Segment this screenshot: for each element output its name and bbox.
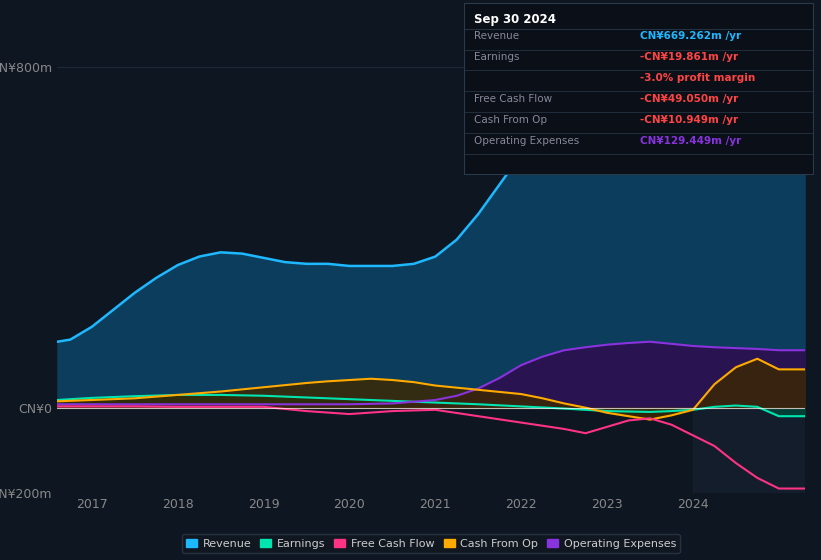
Text: -3.0% profit margin: -3.0% profit margin xyxy=(640,73,755,83)
Text: -CN¥10.949m /yr: -CN¥10.949m /yr xyxy=(640,115,739,125)
Legend: Revenue, Earnings, Free Cash Flow, Cash From Op, Operating Expenses: Revenue, Earnings, Free Cash Flow, Cash … xyxy=(181,534,681,553)
Bar xyxy=(693,67,805,493)
Text: Sep 30 2024: Sep 30 2024 xyxy=(474,13,556,26)
Text: Cash From Op: Cash From Op xyxy=(474,115,547,125)
Text: Earnings: Earnings xyxy=(474,52,519,62)
Text: -CN¥49.050m /yr: -CN¥49.050m /yr xyxy=(640,94,739,104)
Text: CN¥669.262m /yr: CN¥669.262m /yr xyxy=(640,31,741,41)
Text: CN¥129.449m /yr: CN¥129.449m /yr xyxy=(640,136,741,146)
Text: Free Cash Flow: Free Cash Flow xyxy=(474,94,552,104)
Text: Revenue: Revenue xyxy=(474,31,519,41)
Text: -CN¥19.861m /yr: -CN¥19.861m /yr xyxy=(640,52,739,62)
Text: Operating Expenses: Operating Expenses xyxy=(474,136,579,146)
